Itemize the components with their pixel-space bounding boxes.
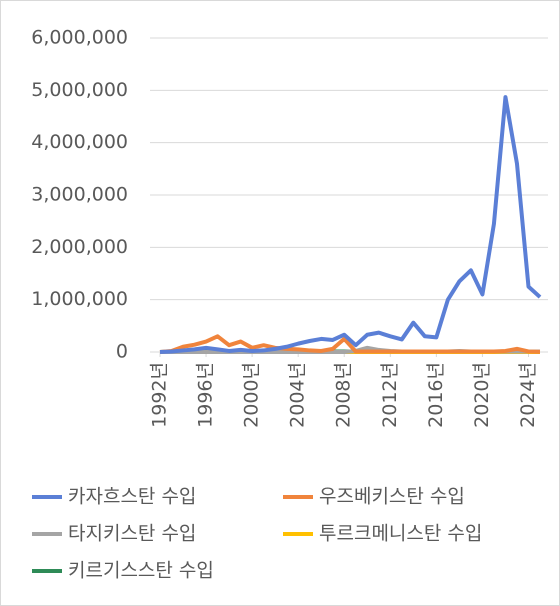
y-tick-label: 0 [116,341,128,363]
x-tick-label: 2020년 [471,362,493,428]
line [159,334,541,354]
x-tick-label: 2012년 [379,362,401,428]
legend-label: 카자흐스탄 수입 [68,486,196,508]
y-tick-label: 3,000,000 [31,184,128,206]
x-tick-label: 2004년 [287,362,309,428]
y-tick-label: 1,000,000 [31,288,128,310]
x-tick-label: 2016년 [425,362,447,428]
legend-label: 우즈베키스탄 수입 [319,486,465,508]
x-tick-label: 2000년 [241,362,263,428]
y-tick-label: 4,000,000 [31,131,128,153]
y-tick-label: 2,000,000 [31,236,128,258]
y-tick-label: 6,000,000 [31,27,128,49]
x-tick-label: 2008년 [333,362,355,428]
legend-label: 키르기스스탄 수입 [68,560,214,582]
legend-label: 타지키스탄 수입 [68,523,196,545]
x-tick-label: 2024년 [517,362,539,428]
y-tick-label: 5,000,000 [31,79,128,101]
legend-label: 투르크메니스탄 수입 [319,523,482,545]
line [159,95,542,354]
x-tick-label: 1992년 [149,362,171,428]
x-tick-label: 1996년 [195,362,217,428]
